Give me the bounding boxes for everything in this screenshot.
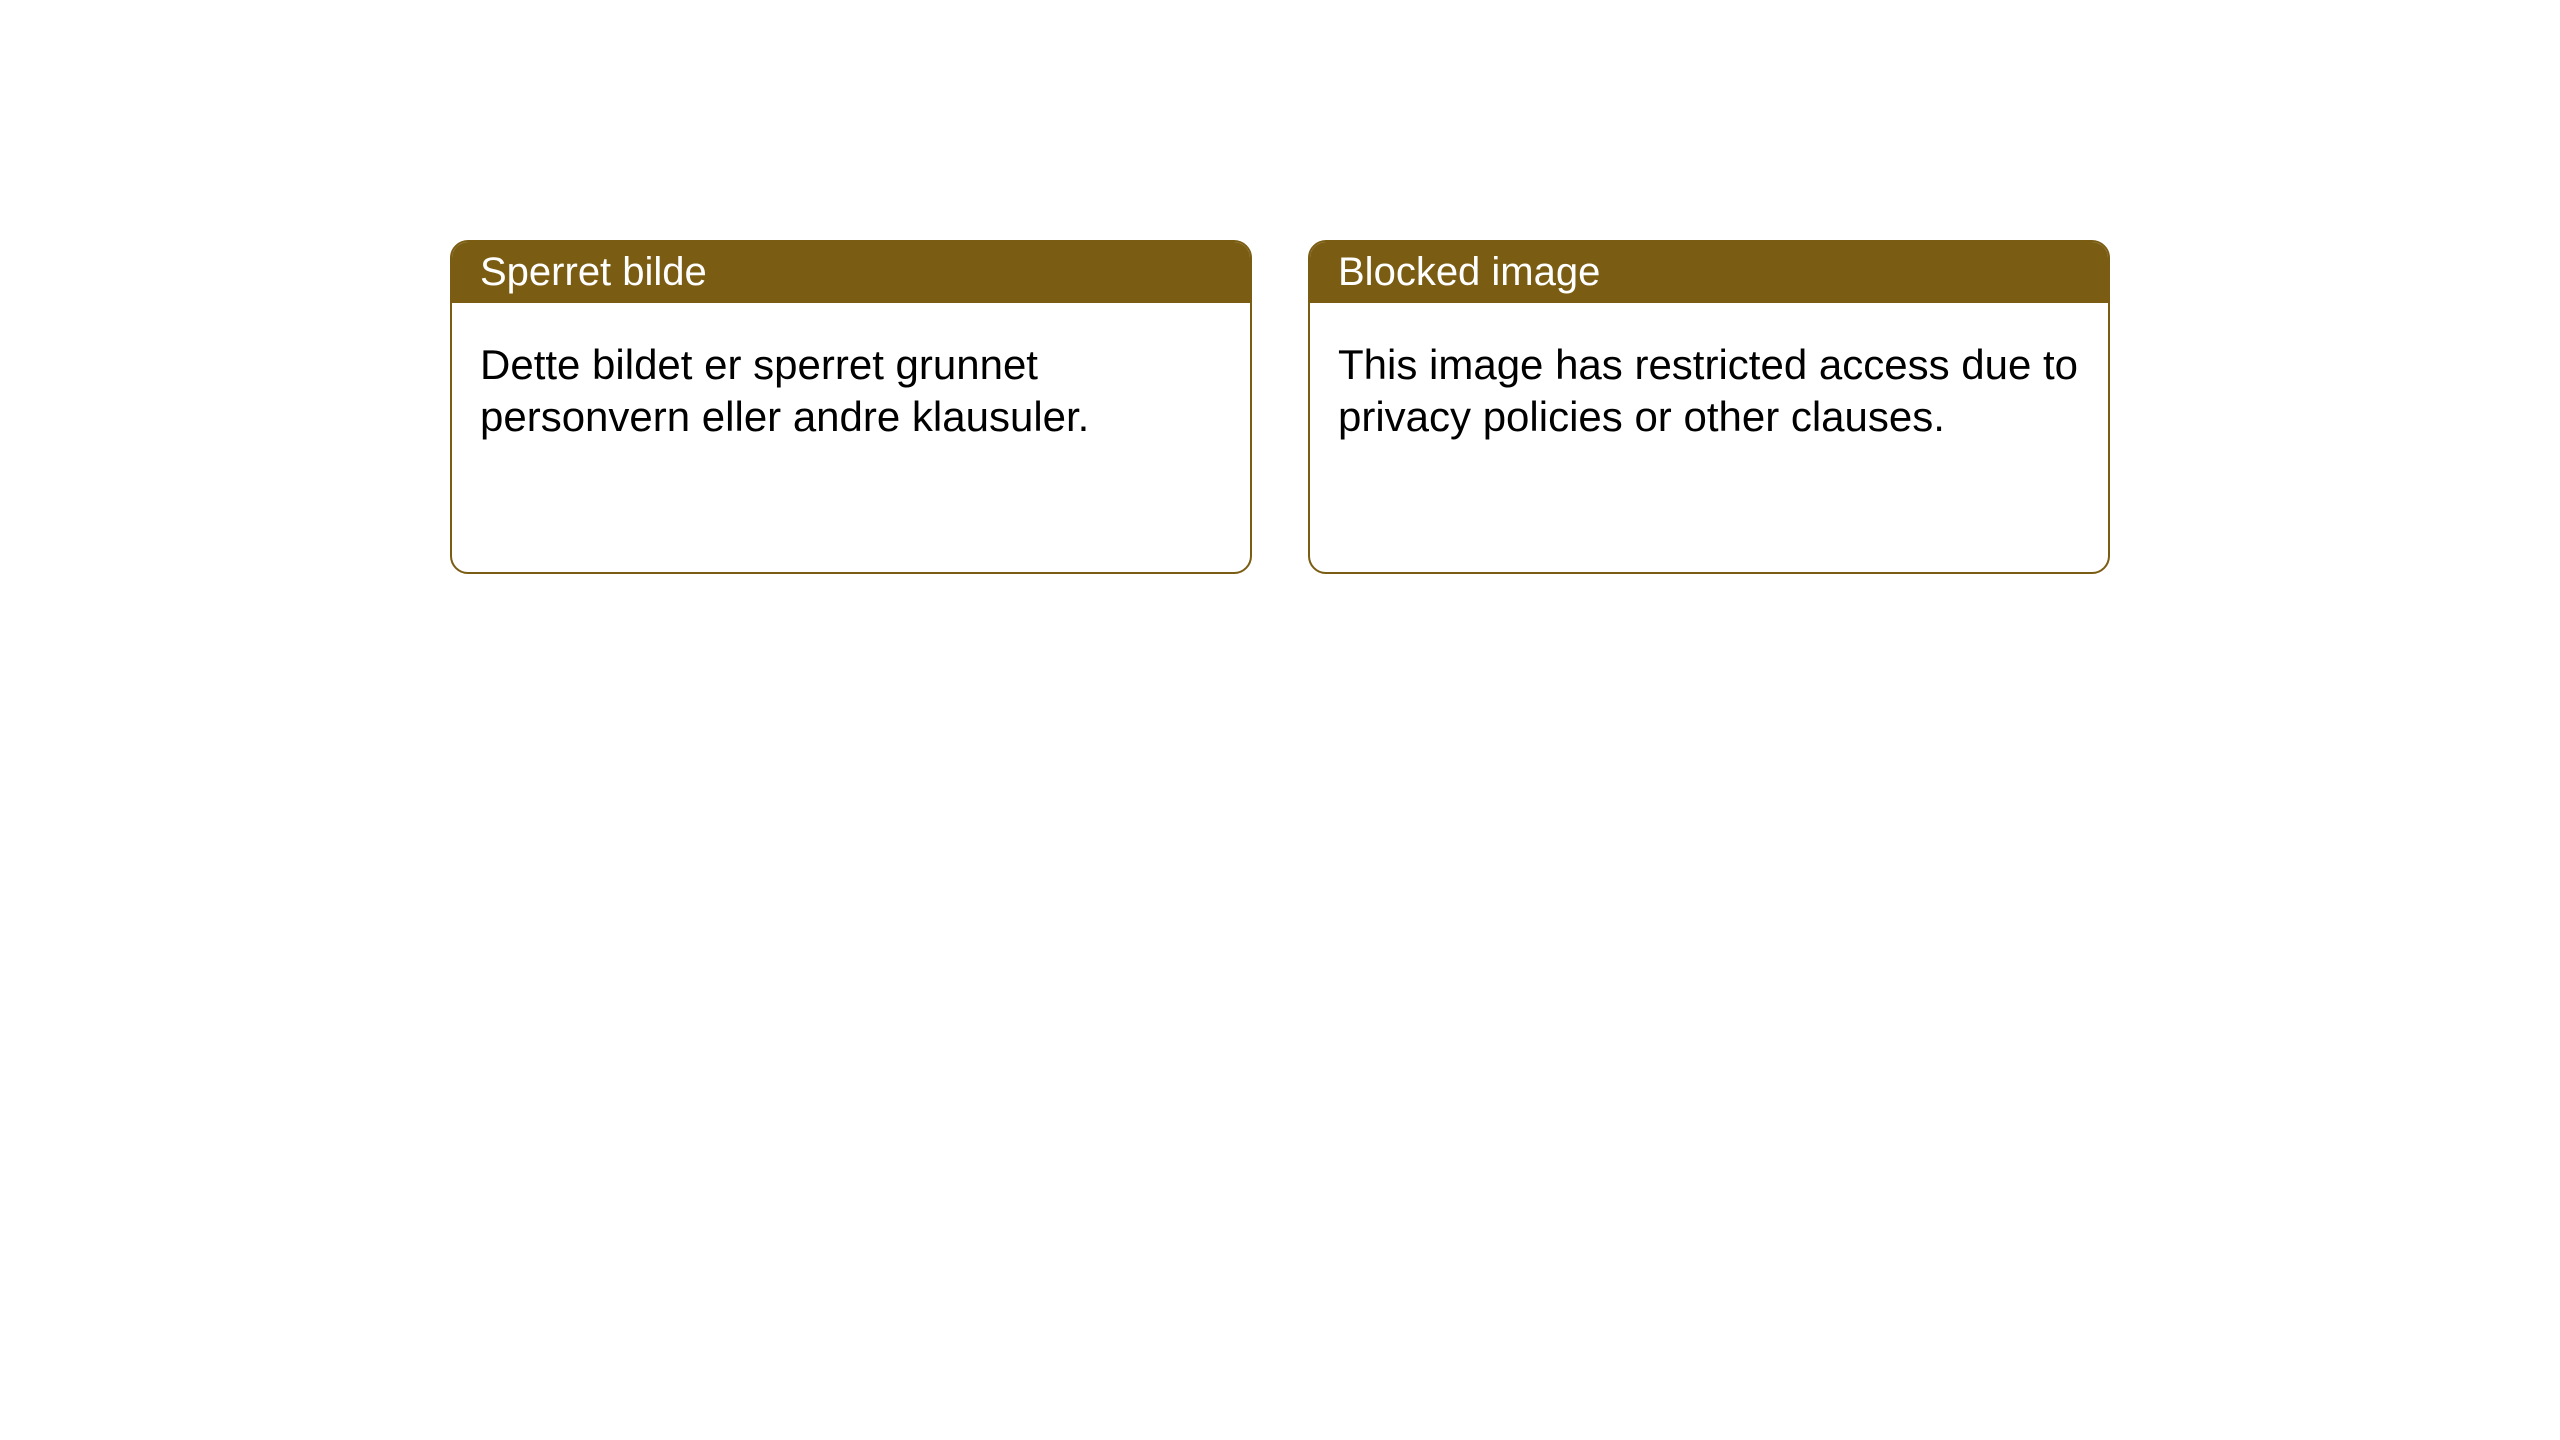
notice-body-norwegian: Dette bildet er sperret grunnet personve… bbox=[452, 303, 1250, 479]
notice-card-norwegian: Sperret bilde Dette bildet er sperret gr… bbox=[450, 240, 1252, 574]
notice-header-english: Blocked image bbox=[1310, 242, 2108, 303]
notice-container: Sperret bilde Dette bildet er sperret gr… bbox=[0, 0, 2560, 574]
notice-header-norwegian: Sperret bilde bbox=[452, 242, 1250, 303]
notice-body-english: This image has restricted access due to … bbox=[1310, 303, 2108, 479]
notice-card-english: Blocked image This image has restricted … bbox=[1308, 240, 2110, 574]
